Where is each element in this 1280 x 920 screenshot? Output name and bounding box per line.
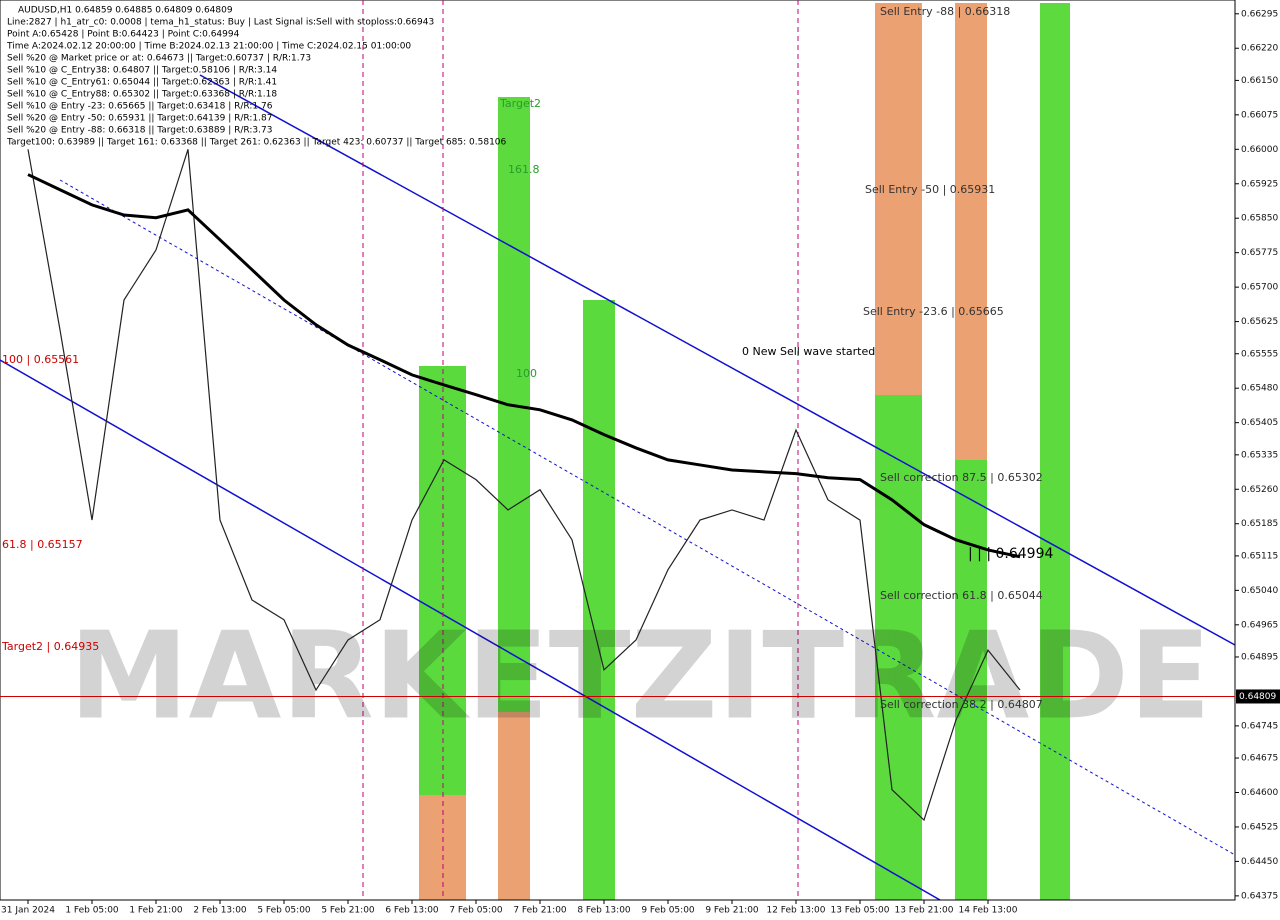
header-line: Time A:2024.02.12 20:00:00 | Time B:2024… bbox=[6, 42, 411, 52]
x-tick-label: 7 Feb 05:00 bbox=[449, 906, 503, 916]
x-tick-label: 13 Feb 05:00 bbox=[830, 906, 889, 916]
zone bbox=[498, 712, 530, 900]
y-tick-label: 0.65850 bbox=[1241, 214, 1278, 224]
y-tick-label: 0.64600 bbox=[1241, 788, 1278, 798]
last-price-label: 0.64809 bbox=[1239, 692, 1276, 702]
time-markers bbox=[362, 0, 799, 900]
zone bbox=[583, 300, 615, 900]
price-line bbox=[27, 149, 1021, 822]
plot-area bbox=[0, 0, 1236, 901]
y-tick-label: 0.65260 bbox=[1241, 485, 1278, 495]
y-tick-label: 0.65040 bbox=[1241, 586, 1278, 596]
header: AUDUSD,H1 0.64859 0.64885 0.64809 0.6480… bbox=[6, 6, 507, 148]
y-tick-label: 0.65115 bbox=[1241, 551, 1278, 561]
y-tick-label: 0.64675 bbox=[1241, 754, 1278, 764]
annotation: Sell Entry -23.6 | 0.65665 bbox=[863, 305, 1004, 318]
x-tick-label: 7 Feb 21:00 bbox=[513, 906, 567, 916]
y-tick-label: 0.66075 bbox=[1241, 110, 1278, 120]
annotation: Sell correction 38.2 | 0.64807 bbox=[880, 698, 1043, 711]
annotation: 0 New Sell wave started bbox=[742, 345, 875, 358]
x-tick-label: 13 Feb 21:00 bbox=[894, 906, 953, 916]
header-line: Sell %10 @ C_Entry38: 0.64807 || Target:… bbox=[7, 66, 277, 76]
x-tick-label: 14 Feb 13:00 bbox=[958, 906, 1017, 916]
y-tick-label: 0.65775 bbox=[1241, 248, 1278, 258]
annotation: Sell correction 61.8 | 0.65044 bbox=[880, 589, 1043, 602]
annotation: Sell Entry -88 | 0.66318 bbox=[880, 5, 1010, 18]
last-price-box bbox=[1236, 689, 1280, 704]
header-line: Target100: 0.63989 || Target 161: 0.6336… bbox=[6, 138, 507, 148]
y-tick-label: 0.64965 bbox=[1241, 620, 1278, 630]
y-tick-label: 0.66000 bbox=[1241, 145, 1278, 155]
x-tick-label: 1 Feb 05:00 bbox=[65, 906, 119, 916]
y-tick-label: 0.65480 bbox=[1241, 384, 1278, 394]
channel-upper bbox=[199, 74, 1236, 646]
x-tick-label: 9 Feb 05:00 bbox=[641, 906, 695, 916]
y-tick-label: 0.65335 bbox=[1241, 450, 1278, 460]
y-tick-label: 0.65405 bbox=[1241, 418, 1278, 428]
annotation: Target2 bbox=[499, 97, 541, 110]
header-line: Sell %20 @ Entry -50: 0.65931 || Target:… bbox=[7, 114, 272, 124]
annotation: 100 | 0.65561 bbox=[2, 353, 79, 366]
x-tick-label: 12 Feb 13:00 bbox=[766, 906, 825, 916]
annotation: Sell correction 87.5 | 0.65302 bbox=[880, 471, 1043, 484]
x-tick-label: 1 Feb 21:00 bbox=[129, 906, 183, 916]
zone bbox=[875, 395, 922, 900]
zone bbox=[955, 460, 987, 900]
y-tick-label: 0.65625 bbox=[1241, 317, 1278, 327]
y-tick-label: 0.65925 bbox=[1241, 179, 1278, 189]
annotation: Sell Entry -50 | 0.65931 bbox=[865, 183, 995, 196]
x-tick-label: 31 Jan 2024 bbox=[1, 906, 55, 916]
x-tick-label: 5 Feb 21:00 bbox=[321, 906, 375, 916]
y-tick-label: 0.64895 bbox=[1241, 652, 1278, 662]
annotation: 61.8 | 0.65157 bbox=[2, 538, 83, 551]
zone bbox=[875, 3, 922, 395]
header-line: Sell %20 @ Entry -88: 0.66318 || Target:… bbox=[7, 126, 272, 136]
zone bbox=[955, 3, 987, 460]
header-line: Sell %20 @ Market price or at: 0.64673 |… bbox=[7, 54, 311, 64]
x-tick-label: 5 Feb 05:00 bbox=[257, 906, 311, 916]
y-tick-label: 0.65185 bbox=[1241, 519, 1278, 529]
y-tick-label: 0.65555 bbox=[1241, 349, 1278, 359]
zone bbox=[1040, 3, 1070, 900]
watermark: MARKETZITRADE bbox=[69, 608, 1211, 747]
header-line: Sell %10 @ C_Entry61: 0.65044 || Target:… bbox=[7, 78, 277, 88]
annotation: | | | 0.64994 bbox=[968, 546, 1053, 562]
y-tick-label: 0.66295 bbox=[1241, 9, 1278, 19]
channel-lower bbox=[0, 359, 941, 901]
channel-mid bbox=[59, 179, 1236, 856]
header-line: AUDUSD,H1 0.64859 0.64885 0.64809 0.6480… bbox=[18, 6, 233, 16]
annotation: Target2 | 0.64935 bbox=[1, 640, 99, 653]
annotation: 100 bbox=[516, 367, 537, 380]
header-line: Line:2827 | h1_atr_c0: 0.0008 | tema_h1_… bbox=[7, 18, 434, 28]
header-line: Sell %10 @ Entry -23: 0.65665 || Target:… bbox=[7, 102, 273, 112]
y-tick-label: 0.66150 bbox=[1241, 76, 1278, 86]
y-tick-label: 0.65700 bbox=[1241, 283, 1278, 293]
y-tick-label: 0.64450 bbox=[1241, 857, 1278, 867]
y-tick-label: 0.64745 bbox=[1241, 721, 1278, 731]
channel bbox=[0, 74, 1236, 901]
annotation: 161.8 bbox=[508, 163, 540, 176]
y-tick-label: 0.66220 bbox=[1241, 44, 1278, 54]
y-tick-label: 0.64375 bbox=[1241, 891, 1278, 901]
x-tick-label: 8 Feb 13:00 bbox=[577, 906, 631, 916]
x-tick-label: 6 Feb 13:00 bbox=[385, 906, 439, 916]
moving-average bbox=[27, 173, 1021, 559]
x-tick-label: 2 Feb 13:00 bbox=[193, 906, 247, 916]
y-tick-label: 0.64525 bbox=[1241, 822, 1278, 832]
header-line: Sell %10 @ C_Entry88: 0.65302 || Target:… bbox=[7, 90, 277, 100]
x-tick-label: 9 Feb 21:00 bbox=[705, 906, 759, 916]
header-line: Point A:0.65428 | Point B:0.64423 | Poin… bbox=[7, 30, 240, 40]
